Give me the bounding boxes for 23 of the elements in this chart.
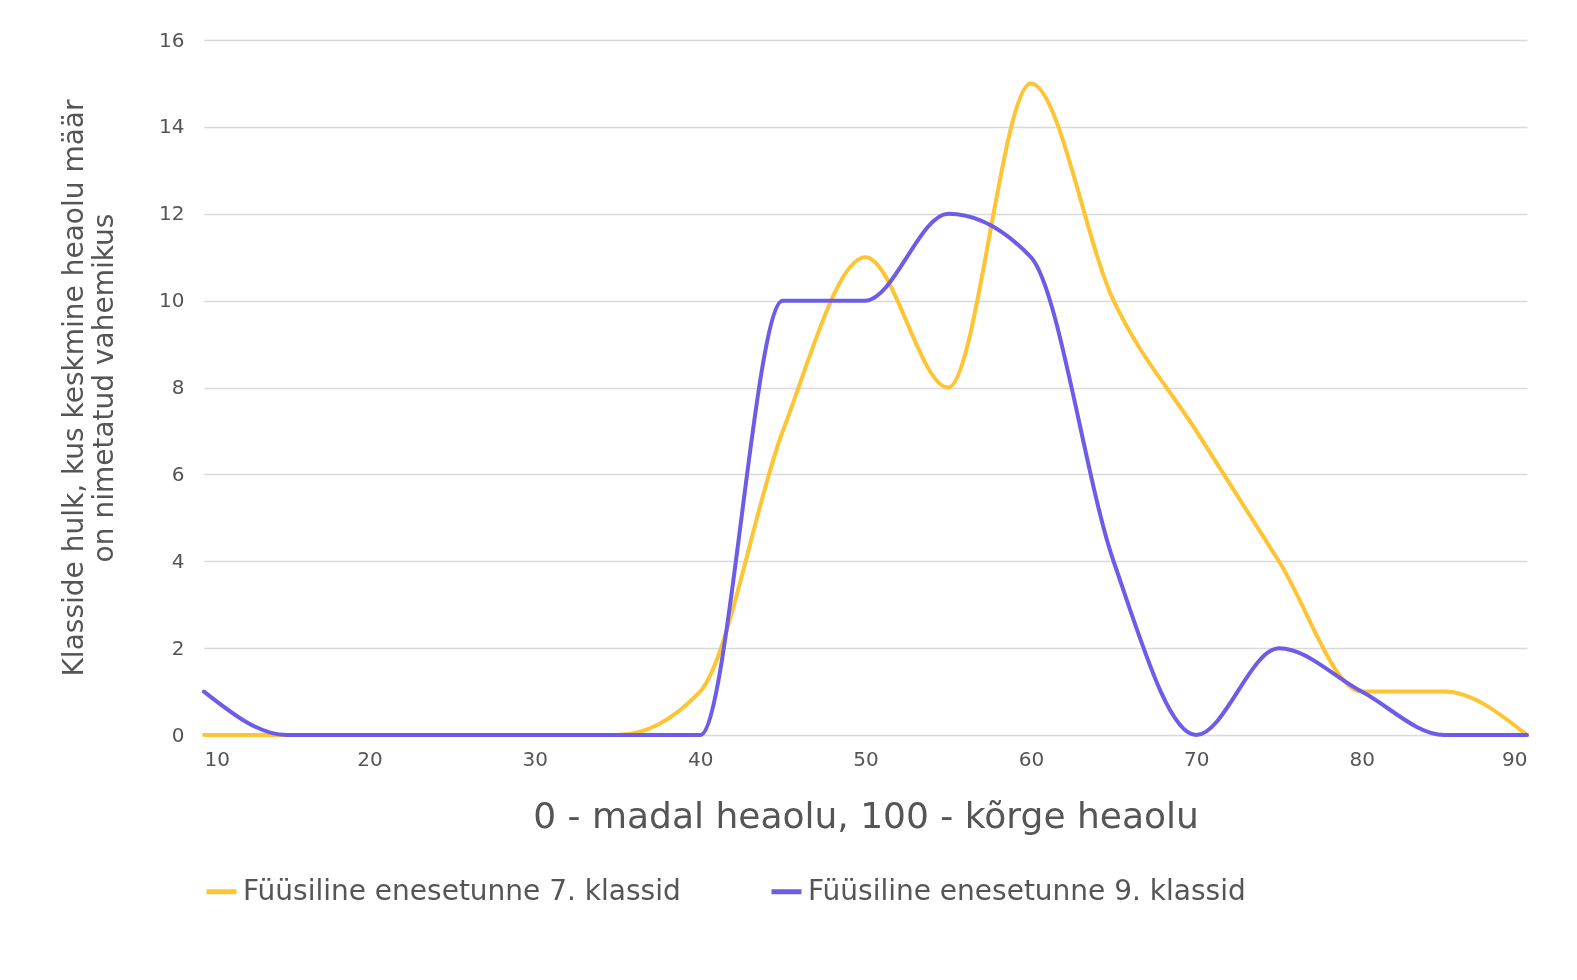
y-tick-label: 8 <box>171 375 185 399</box>
legend-label: Füüsiline enesetunne 9. klassid <box>808 873 1246 907</box>
x-tick-label: 70 <box>1184 746 1210 771</box>
y-tick-label: 4 <box>171 548 185 573</box>
y-tick-label: 10 <box>159 288 185 313</box>
y-tick-label: 2 <box>171 635 185 660</box>
x-tick-label: 20 <box>357 746 383 771</box>
legend-label: Füüsiline enesetunne 7. klassid <box>243 873 681 907</box>
y-axis-title: Klasside hulk, kus keskmine heaolu määr on nimetatud vahemikus <box>57 99 121 677</box>
x-tick-label: 80 <box>1349 746 1375 771</box>
line-series <box>202 211 1529 737</box>
x-tick-label: 90 <box>1502 746 1528 771</box>
y-tick-label: 16 <box>159 27 185 52</box>
y-tick-label: 6 <box>171 461 185 486</box>
x-tick-label: 60 <box>1018 746 1045 771</box>
x-tick-label: 50 <box>853 746 879 771</box>
y-tick-label: 0 <box>171 722 185 747</box>
x-tick-label: 30 <box>522 746 548 771</box>
y-tick-label: 12 <box>159 201 185 226</box>
x-tick-label: 10 <box>204 746 230 771</box>
x-tick-label: 40 <box>687 746 714 771</box>
y-tick-label: 14 <box>159 114 185 139</box>
x-axis-title: 0 - madal heaolu, 100 - kõrge heaolu <box>533 794 1199 836</box>
